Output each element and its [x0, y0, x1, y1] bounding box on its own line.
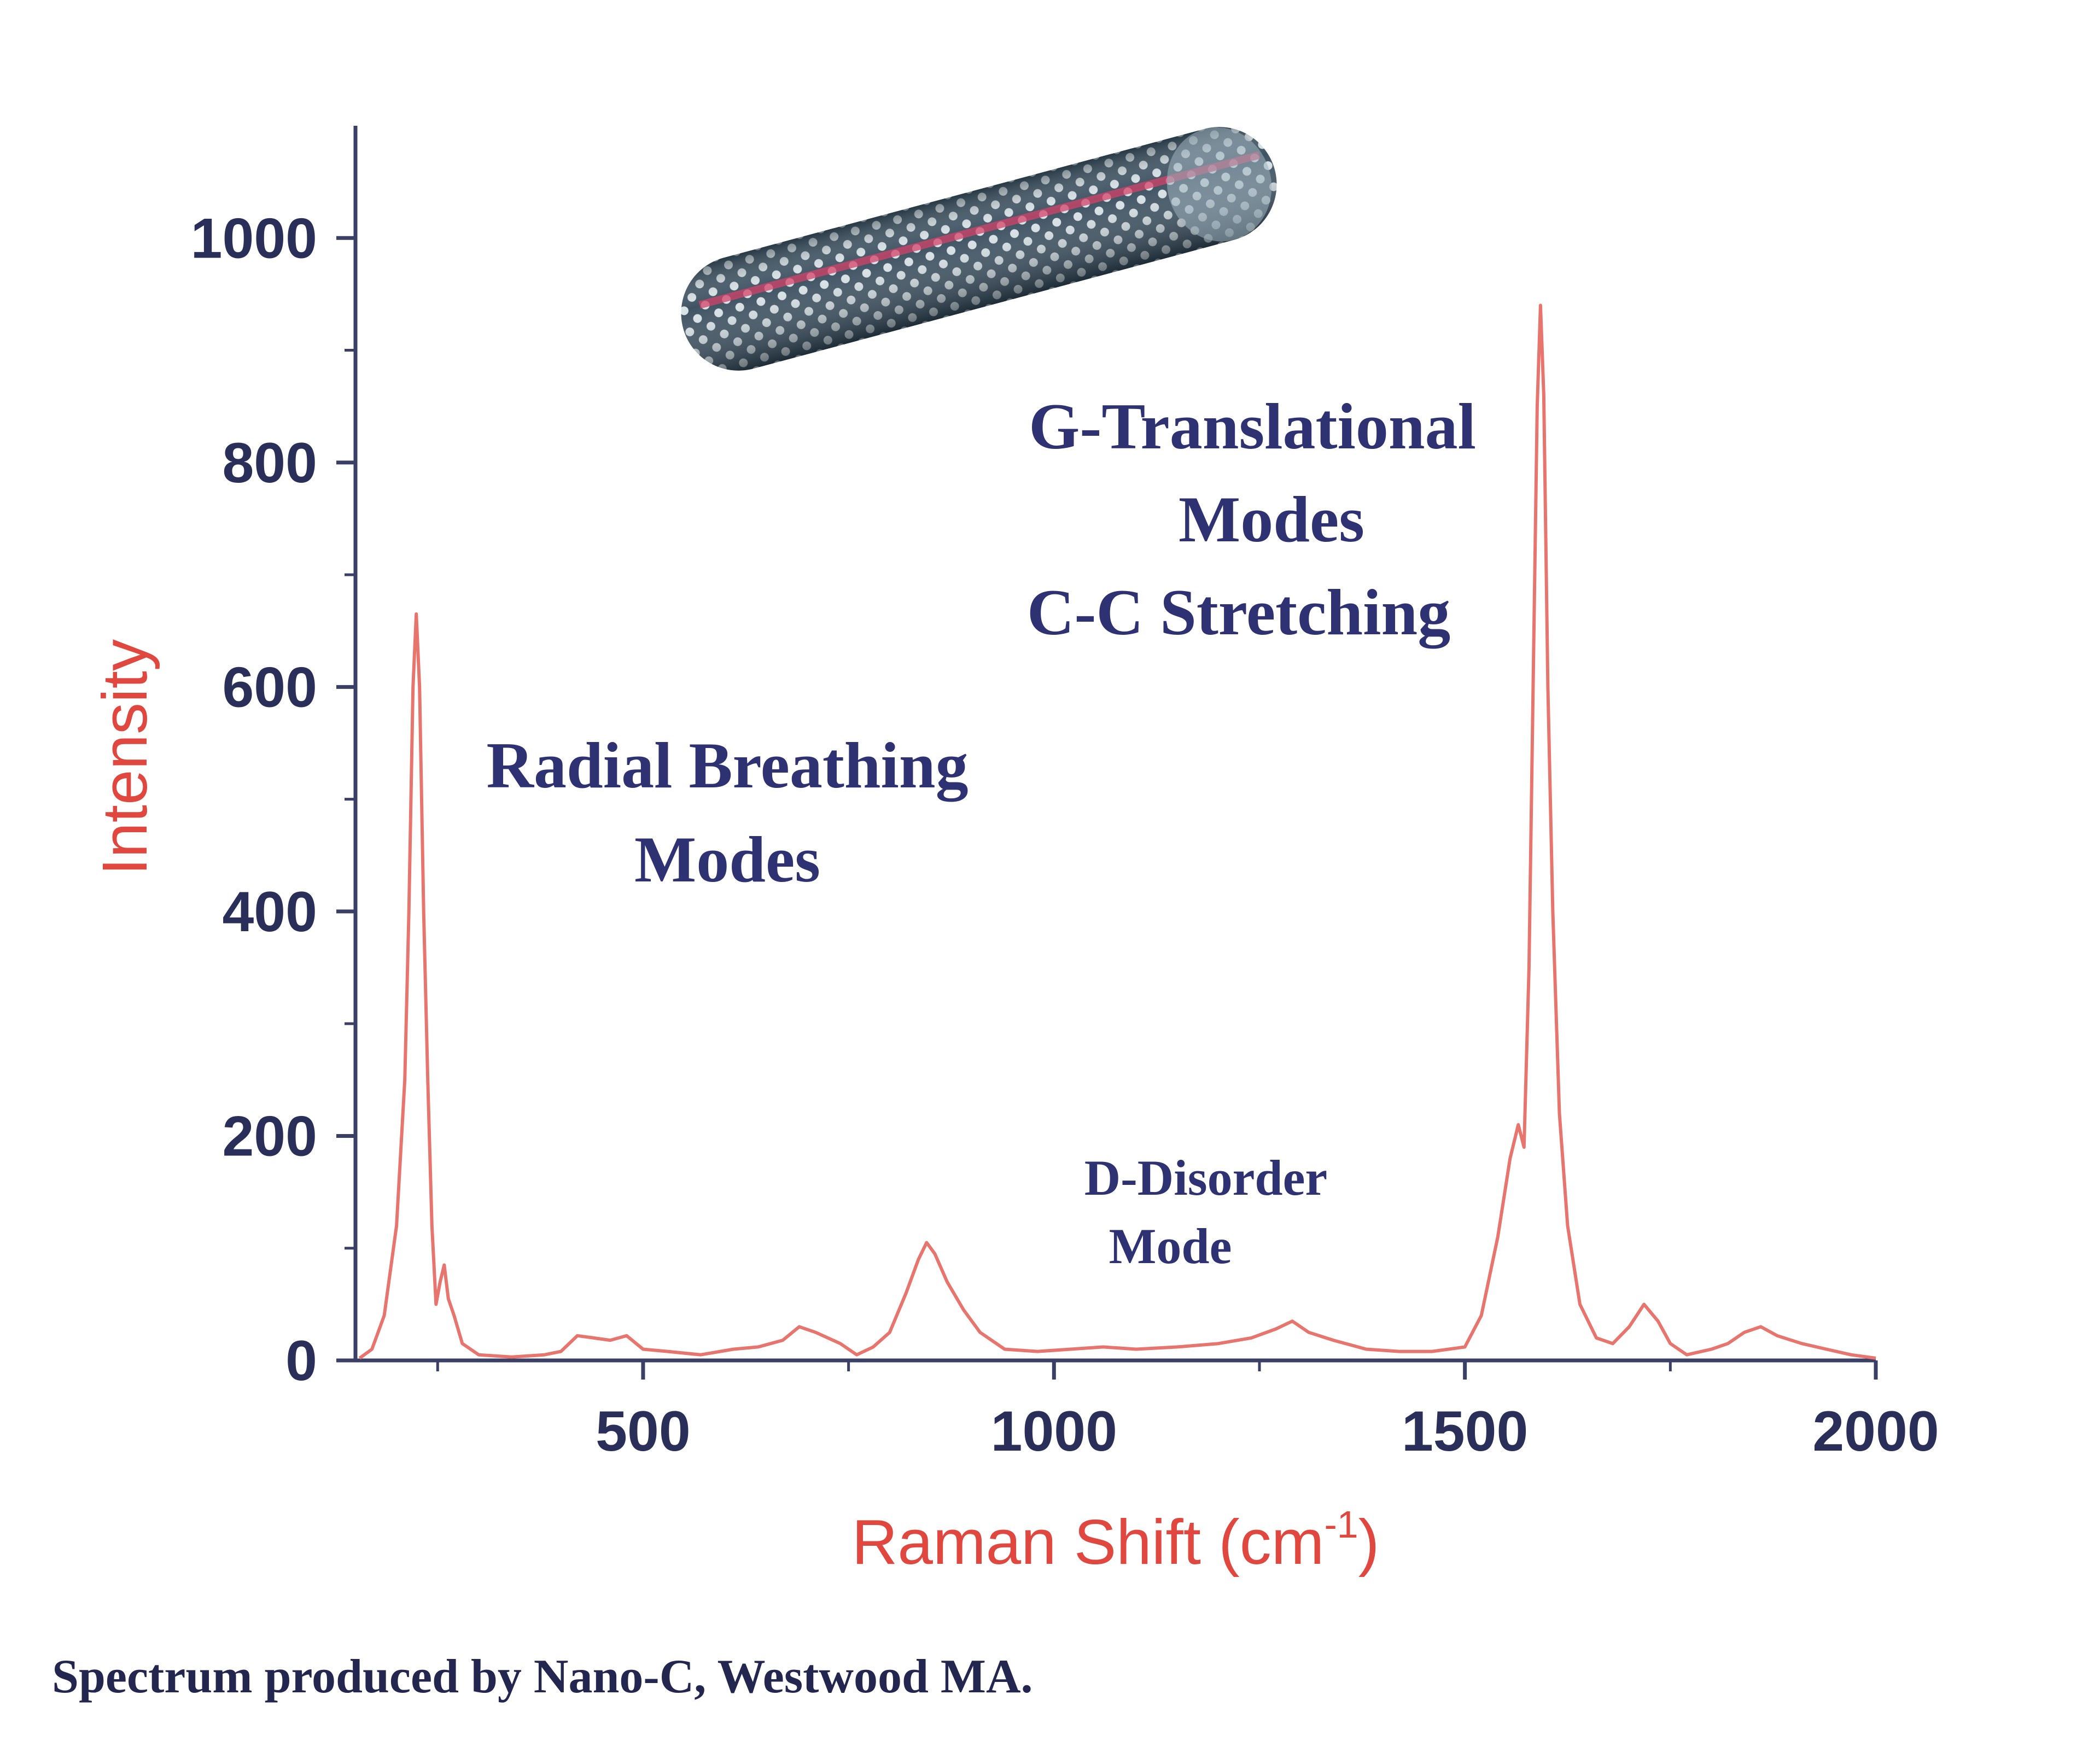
- annotation-radial-breathing: Radial Breathing Modes: [486, 729, 968, 896]
- annotation-g-mode: G-Translational Modes C-C Stretching: [1027, 390, 1476, 649]
- x-tick-label: 1500: [1402, 1400, 1528, 1463]
- y-tick-label: 0: [285, 1329, 317, 1393]
- x-tick-label: 500: [596, 1400, 691, 1463]
- x-axis-title-superscript: -1: [1324, 1503, 1358, 1546]
- x-axis-title: Raman Shift (cm-1): [852, 1503, 1380, 1577]
- annotation-g-line-1: G-Translational: [1029, 390, 1476, 463]
- y-axis-ticks: 0 200 400 600 800 1000: [191, 207, 355, 1393]
- annotation-rbm-line-2: Modes: [634, 823, 820, 896]
- y-tick-label: 600: [222, 656, 317, 719]
- x-axis-title-main: Raman Shift (cm: [852, 1506, 1325, 1577]
- annotation-d-mode: D-Disorder Mode: [1084, 1150, 1328, 1274]
- y-tick-label: 800: [222, 431, 317, 495]
- y-tick-label: 400: [222, 880, 317, 944]
- nanotube-illustration: [681, 127, 1277, 371]
- x-axis-title-close: ): [1358, 1506, 1380, 1577]
- annotation-g-line-2: Modes: [1179, 483, 1364, 556]
- axes: 0 200 400 600 800 1000 500 1000 1500 2000: [191, 126, 1939, 1463]
- y-tick-label: 200: [222, 1105, 317, 1168]
- annotation-d-line-1: D-Disorder: [1084, 1150, 1328, 1206]
- annotation-rbm-line-1: Radial Breathing: [486, 729, 968, 802]
- annotation-g-line-3: C-C Stretching: [1027, 576, 1450, 649]
- annotation-d-line-2: Mode: [1109, 1218, 1232, 1274]
- y-tick-label: 1000: [191, 207, 317, 270]
- y-axis-title: Intensity: [89, 639, 160, 875]
- x-tick-label: 2000: [1812, 1400, 1939, 1463]
- x-axis-ticks: 500 1000 1500 2000: [436, 1360, 1939, 1463]
- x-tick-label: 1000: [991, 1400, 1117, 1463]
- spectrum-credit: Spectrum produced by Nano-C, Westwood MA…: [52, 1650, 1033, 1703]
- spectrum-series-line: [358, 303, 1876, 1360]
